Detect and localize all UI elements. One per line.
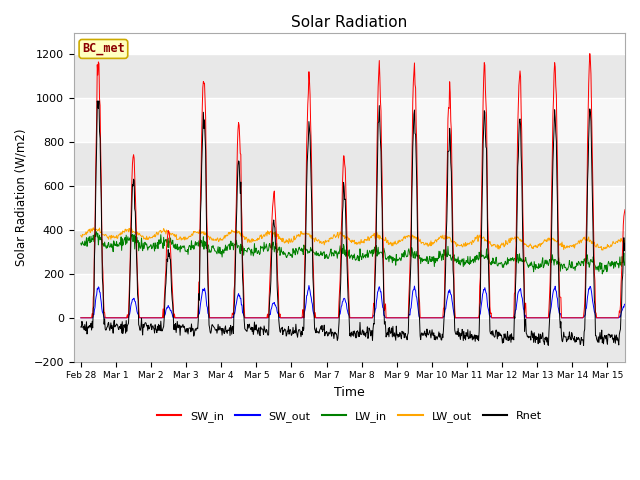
Rnet: [95, 98, 103, 104]
Rnet: [398, 328, 406, 334]
Rnet: [303, 159, 311, 165]
SW_out: [595, 315, 602, 321]
Rnet: [580, 343, 588, 348]
LW_out: [179, 236, 186, 242]
LW_in: [92, 229, 100, 235]
LW_in: [179, 243, 186, 249]
Bar: [74, 274, 625, 318]
SW_out: [178, 315, 186, 321]
SW_in: [303, 143, 310, 149]
Rnet: [604, 341, 611, 347]
Title: Solar Radiation: Solar Radiation: [291, 15, 408, 30]
LW_out: [303, 231, 311, 237]
LW_in: [604, 266, 611, 272]
SW_out: [603, 315, 611, 321]
LW_in: [104, 245, 111, 251]
LW_out: [599, 247, 607, 253]
SW_in: [586, 51, 594, 57]
Line: LW_out: LW_out: [81, 228, 625, 250]
SW_in: [621, 207, 629, 213]
Bar: [74, 98, 625, 142]
SW_in: [603, 315, 611, 321]
Line: LW_in: LW_in: [81, 232, 625, 274]
X-axis label: Time: Time: [334, 386, 365, 399]
Text: BC_met: BC_met: [82, 42, 125, 55]
Line: Rnet: Rnet: [81, 101, 625, 346]
Bar: [74, 186, 625, 230]
LW_in: [621, 259, 629, 265]
SW_out: [621, 301, 629, 307]
Rnet: [77, 324, 84, 330]
Legend: SW_in, SW_out, LW_in, LW_out, Rnet: SW_in, SW_out, LW_in, LW_out, Rnet: [152, 407, 547, 427]
LW_out: [90, 225, 97, 230]
LW_out: [621, 240, 629, 245]
SW_out: [303, 293, 310, 299]
SW_in: [103, 315, 111, 321]
Bar: [74, 55, 625, 98]
SW_out: [103, 315, 111, 321]
Bar: [74, 142, 625, 186]
SW_in: [595, 315, 602, 321]
LW_out: [398, 237, 406, 243]
Line: SW_in: SW_in: [81, 54, 625, 318]
SW_in: [397, 315, 405, 321]
Line: SW_out: SW_out: [81, 286, 625, 318]
SW_out: [77, 315, 84, 321]
LW_in: [303, 247, 311, 252]
LW_out: [604, 241, 611, 247]
LW_in: [77, 240, 84, 246]
LW_out: [104, 235, 111, 240]
Bar: [74, 318, 625, 362]
Rnet: [621, 240, 629, 246]
Bar: [74, 230, 625, 274]
Y-axis label: Solar Radiation (W/m2): Solar Radiation (W/m2): [15, 128, 28, 266]
SW_out: [398, 315, 406, 321]
SW_out: [305, 283, 313, 288]
Rnet: [104, 324, 111, 330]
SW_in: [178, 315, 186, 321]
LW_out: [595, 245, 602, 251]
SW_in: [77, 315, 84, 321]
LW_out: [77, 232, 84, 238]
LW_in: [398, 251, 406, 256]
Rnet: [179, 323, 186, 329]
LW_in: [598, 271, 606, 277]
Rnet: [595, 340, 603, 346]
LW_in: [595, 263, 602, 269]
